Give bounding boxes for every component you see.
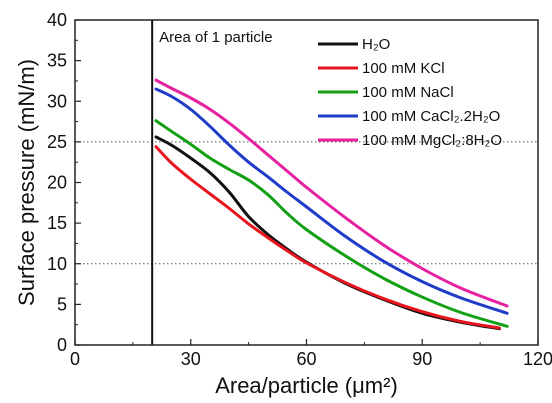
x-tick-label-120: 120 [523,349,552,369]
legend-label-4: 100 mM MgCl₂:8H₂O [362,132,502,149]
legend: H₂O 100 mM KCl 100 mM NaCl 100 mM CaCl₂.2H₂… [318,36,502,149]
series-line-0 [154,135,501,331]
x-tick-label-90: 90 [412,349,432,369]
x-axis: 0 30 60 90 120 [70,339,552,369]
y-tick-label-30: 30 [47,91,67,111]
legend-label-3: 100 mM CaCl₂.2H₂O [362,108,500,125]
reference-lines [75,141,538,265]
series-line-2 [154,119,509,328]
y-tick-label-35: 35 [47,51,67,71]
y-axis: 0 5 10 15 20 25 30 35 40 [47,10,81,355]
series-line-4 [154,78,509,308]
plot-frame [74,19,539,346]
series-line-1 [154,145,501,330]
y-tick-label-10: 10 [47,254,67,274]
y-tick-label-0: 0 [57,335,67,355]
series-layer [154,78,509,331]
x-tick-label-60: 60 [296,349,316,369]
legend-label-1: 100 mM KCl [362,60,445,77]
series-line-3 [154,87,509,315]
y-tick-label-25: 25 [47,132,67,152]
x-tick-label-0: 0 [70,349,80,369]
x-axis-title: Area/particle (μm²) [215,373,398,398]
x-tick-label-30: 30 [181,349,201,369]
y-tick-label-20: 20 [47,173,67,193]
annotation-label: Area of 1 particle [159,29,272,46]
y-tick-label-5: 5 [57,294,67,314]
legend-label-0: H₂O [362,36,390,53]
y-axis-title: Surface pressure (mN/m) [14,59,39,306]
y-tick-label-15: 15 [47,213,67,233]
y-tick-label-40: 40 [47,10,67,30]
legend-label-2: 100 mM NaCl [362,84,454,101]
